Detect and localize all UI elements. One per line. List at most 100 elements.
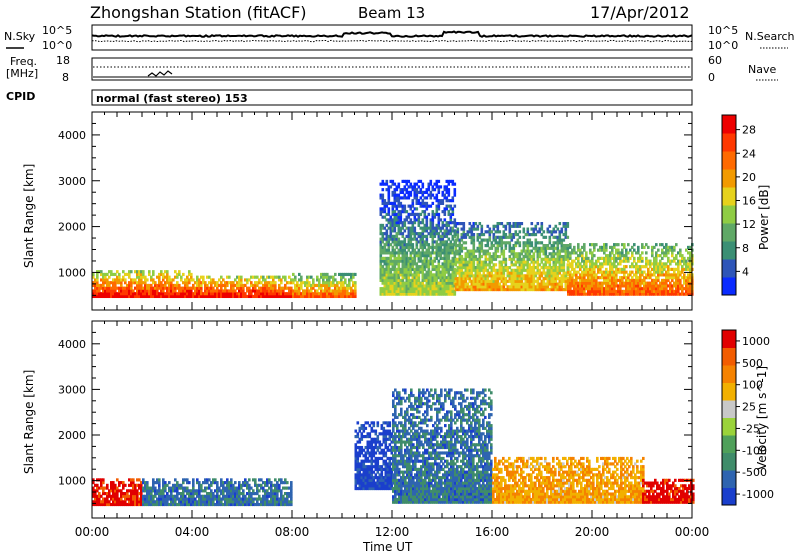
echo-cell	[460, 266, 464, 270]
echo-cell	[643, 245, 646, 249]
echo-cell	[679, 254, 682, 258]
echo-cell	[298, 283, 301, 288]
echo-cell	[411, 210, 415, 214]
echo-cell	[246, 481, 249, 485]
echo-cell	[140, 286, 143, 290]
echo-cell	[274, 275, 277, 279]
echo-cell	[397, 185, 401, 189]
echo-cell	[254, 497, 257, 501]
echo-cell	[524, 285, 528, 289]
echo-cell	[480, 285, 484, 289]
echo-cell	[542, 249, 546, 253]
echo-cell	[228, 494, 231, 498]
echo-cell	[385, 262, 389, 266]
echo-cell	[657, 287, 660, 291]
echo-cell	[445, 267, 449, 271]
echo-cell	[462, 257, 466, 261]
echo-cell	[629, 281, 632, 285]
echo-cell	[566, 222, 570, 226]
echo-cell	[512, 249, 516, 253]
echo-cell	[174, 486, 177, 490]
echo-cell	[443, 240, 447, 244]
echo-cell	[395, 199, 399, 203]
echo-cell	[573, 259, 576, 263]
echo-cell	[322, 281, 325, 285]
echo-cell	[508, 271, 512, 275]
echo-cell	[653, 287, 656, 291]
echo-cell	[230, 492, 233, 496]
echo-cell	[415, 243, 419, 247]
echo-cell	[526, 268, 530, 272]
echo-cell	[104, 486, 107, 490]
echo-cell	[379, 256, 383, 260]
echo-cell	[397, 287, 401, 291]
echo-cell	[496, 271, 500, 275]
echo-cell	[194, 292, 197, 296]
echo-cell	[186, 283, 189, 288]
echo-cell	[665, 265, 668, 269]
echo-cell	[472, 285, 476, 289]
echo-cell	[645, 292, 648, 296]
echo-cell	[425, 278, 429, 282]
echo-cell	[260, 478, 263, 482]
echo-cell	[464, 277, 468, 281]
echo-cell	[296, 286, 299, 290]
echo-cell	[220, 294, 223, 299]
echo-cell	[427, 281, 431, 285]
echo-cell	[252, 286, 255, 290]
freq-excursion	[147, 70, 173, 77]
echo-cell	[100, 294, 103, 299]
echo-cell	[360, 467, 364, 471]
echo-cell	[262, 486, 265, 490]
echo-cell	[554, 285, 558, 289]
echo-cell	[488, 252, 492, 256]
echo-cell	[560, 274, 564, 278]
echo-cell	[318, 292, 321, 296]
echo-cell	[312, 283, 315, 288]
echo-cell	[552, 235, 556, 239]
echo-cell	[112, 483, 115, 487]
echo-cell	[443, 229, 447, 233]
echo-cell	[685, 287, 688, 291]
echo-cell	[266, 500, 269, 504]
echo-cell	[661, 243, 664, 247]
echo-cell	[633, 256, 636, 260]
echo-cell	[615, 265, 618, 269]
echo-cell	[449, 218, 453, 222]
echo-cell	[114, 278, 117, 282]
echo-cell	[639, 270, 642, 274]
echo-cell	[496, 249, 500, 253]
echo-cell	[108, 494, 111, 498]
echo-cell	[407, 179, 411, 183]
echo-cell	[393, 259, 397, 263]
echo-cell	[476, 285, 480, 289]
echo-cell	[104, 500, 107, 504]
echo-cell	[544, 246, 548, 250]
echo-cell	[633, 292, 636, 296]
echo-cell	[204, 486, 207, 490]
echo-cell	[391, 254, 395, 258]
echo-cell	[272, 500, 275, 504]
echo-cell	[176, 497, 179, 501]
echo-cell	[156, 492, 159, 496]
echo-cell	[466, 274, 470, 278]
echo-cell	[182, 497, 185, 501]
echo-cell	[312, 281, 315, 285]
echo-cell	[480, 233, 484, 237]
echo-cell	[198, 502, 201, 507]
echo-cell	[256, 489, 259, 493]
echo-cell	[585, 270, 588, 274]
echo-cell	[639, 281, 642, 285]
echo-cell	[585, 281, 588, 285]
echo-cell	[425, 273, 429, 277]
echo-cell	[216, 494, 219, 498]
echo-cell	[122, 502, 125, 507]
echo-cell	[413, 262, 417, 266]
echo-cell	[122, 483, 125, 487]
echo-cell	[250, 289, 253, 293]
echo-cell	[659, 259, 662, 263]
echo-cell	[560, 260, 564, 264]
echo-cell	[96, 489, 99, 493]
echo-cell	[607, 262, 610, 266]
echo-cell	[433, 287, 437, 291]
